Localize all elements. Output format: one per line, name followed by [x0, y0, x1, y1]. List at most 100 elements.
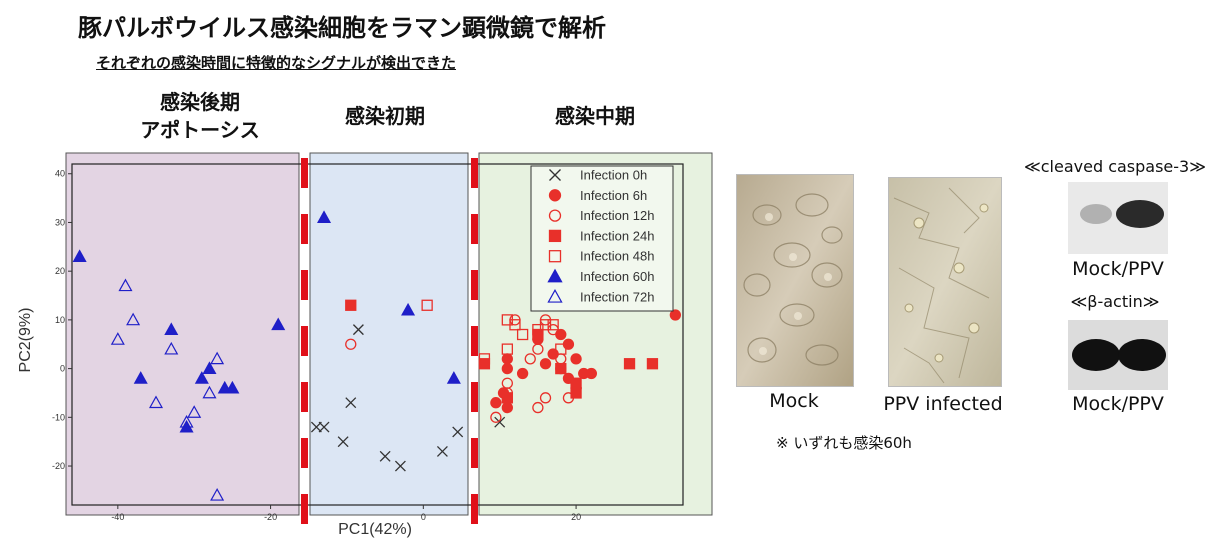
data-point-circle-filled: [501, 401, 513, 414]
data-point-triangle-filled: [271, 317, 286, 331]
divider-dash: [301, 158, 308, 188]
data-point-square-filled: [570, 387, 582, 399]
region-early: [309, 152, 469, 516]
data-point-triangle-filled: [317, 210, 332, 223]
x-axis-label: PC1(42%): [338, 521, 412, 538]
data-point-circle-filled: [501, 362, 513, 375]
data-point-circle-open: [345, 338, 357, 350]
data-point-x: [318, 421, 330, 433]
data-point-square-filled: [646, 358, 659, 370]
data-point-circle-filled: [501, 353, 513, 365]
data-point-square-open: [501, 343, 513, 355]
x-tick-label: 0: [421, 512, 426, 522]
mock-cell-photo: [736, 174, 854, 387]
data-point-circle-open: [532, 343, 544, 355]
data-point-circle-open: [532, 401, 544, 414]
data-point-square-open: [478, 353, 491, 365]
data-point-triangle-open: [210, 351, 225, 365]
divider-dash: [301, 494, 308, 524]
data-point-x: [379, 450, 391, 462]
plot-frame: [71, 163, 684, 506]
data-point-square-filled: [548, 229, 562, 243]
phase-label-middle: 感染中期: [555, 104, 635, 128]
data-point-triangle-open: [547, 288, 563, 303]
data-point-triangle-filled: [202, 361, 217, 374]
divider-dash: [301, 382, 308, 412]
legend-entry-label: Infection 48h: [580, 249, 654, 264]
x-tick-label: -20: [264, 512, 277, 522]
data-point-x: [337, 436, 349, 448]
divider-dash: [301, 214, 308, 244]
phase-dividers: [301, 158, 478, 524]
data-point-square-open: [421, 299, 433, 311]
data-point-triangle-open: [202, 385, 217, 399]
data-point-triangle-open: [210, 488, 225, 501]
x-tick-label: 20: [571, 512, 581, 522]
data-point-triangle-filled: [72, 249, 87, 262]
y-tick-label: 20: [55, 266, 65, 276]
data-point-x: [310, 421, 322, 433]
data-point-triangle-filled: [446, 371, 461, 384]
y-tick-label: 0: [60, 364, 65, 374]
actin-blot: [1068, 320, 1168, 390]
divider-dash: [301, 326, 308, 356]
caspase-header: ≪cleaved caspase-3≫: [1024, 157, 1206, 176]
data-point-x: [394, 460, 406, 472]
data-point-triangle-filled: [547, 268, 563, 283]
caspase-caption: Mock/PPV: [1072, 258, 1164, 280]
data-point-x: [494, 416, 506, 428]
legend: Infection 0h Infection 6h Infection 12h Inf…: [530, 165, 674, 312]
data-point-x: [345, 397, 357, 409]
y-tick-label: 10: [55, 315, 65, 325]
axis-ticks: 40 30 20 10 0 -10 -20 -40 -20 0 20: [52, 169, 581, 522]
y-axis-label: PC2(9%): [17, 308, 34, 373]
legend-entry-label: Infection 24h: [580, 228, 654, 243]
divider-dash: [471, 326, 478, 356]
data-point-circle-filled: [490, 397, 502, 409]
data-point-square-filled: [501, 392, 513, 404]
data-point-square-filled: [555, 362, 567, 375]
data-point-circle-filled: [548, 189, 562, 202]
note-text: ※ いずれも感染60h: [776, 434, 912, 452]
y-tick-label: -20: [52, 461, 65, 471]
legend-entry-label: Infection 60h: [580, 269, 654, 284]
data-point-x: [436, 445, 448, 457]
data-point-square-filled: [570, 377, 582, 389]
data-point-square-open: [548, 250, 562, 263]
phase-label-late-line1: 感染後期: [160, 90, 240, 114]
divider-dash: [471, 214, 478, 244]
legend-entry-label: Infection 0h: [580, 168, 647, 183]
data-point-triangle-open: [126, 312, 141, 326]
legend-entry-label: Infection 6h: [580, 188, 647, 203]
data-point-circle-open: [548, 209, 562, 222]
mock-caption: Mock: [769, 390, 819, 412]
phase-label-late-line2: アポトーシス: [140, 118, 260, 142]
data-point-x: [549, 169, 561, 181]
data-point-square-open: [547, 319, 559, 331]
caspase-blot: [1068, 182, 1168, 254]
ppv-caption: PPV infected: [883, 393, 1003, 415]
data-point-circle-filled: [585, 367, 597, 380]
actin-header: ≪β-actin≫: [1070, 292, 1160, 311]
data-point-circle-filled: [516, 367, 529, 380]
subtitle: それぞれの感染時間に特徴的なシグナルが検出できた: [96, 54, 457, 72]
data-point-triangle-open: [110, 332, 125, 345]
data-point-square-open: [516, 328, 529, 341]
y-tick-label: 30: [55, 217, 65, 227]
data-point-square-open: [509, 319, 521, 331]
legend-entry-label: Infection 72h: [580, 289, 654, 304]
phase-label-late: 感染後期 アポトーシス: [80, 88, 320, 144]
data-point-triangle-filled: [401, 302, 416, 316]
divider-dash: [471, 382, 478, 412]
ppv-cell-photo: [888, 177, 1002, 387]
data-point-triangle-filled: [225, 380, 240, 394]
divider-dash: [471, 270, 478, 300]
divider-dash: [301, 270, 308, 300]
y-tick-label: 40: [55, 169, 65, 179]
page-title: 豚パルボウイルス感染細胞をラマン顕微鏡で解析: [78, 14, 606, 42]
data-point-circle-filled: [669, 309, 682, 321]
data-point-triangle-open: [187, 405, 202, 418]
data-point-triangle-open: [179, 414, 194, 428]
data-point-triangle-filled: [164, 322, 179, 336]
